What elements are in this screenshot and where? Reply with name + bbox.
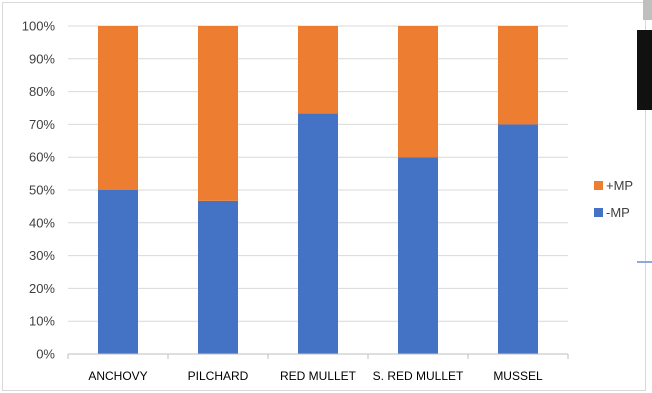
bar-segment	[398, 157, 438, 354]
edge-artifact-black-box	[637, 30, 652, 110]
x-axis	[67, 353, 569, 359]
bar-segment	[298, 26, 338, 114]
bar-segment	[198, 200, 238, 354]
y-tick-label: 10%	[29, 314, 55, 329]
x-category-label: ANCHOVY	[88, 369, 147, 383]
y-tick-label: 30%	[29, 248, 55, 263]
bar-segment	[98, 26, 138, 190]
y-tick-label: 100%	[22, 19, 56, 34]
y-tick-label: 50%	[29, 183, 55, 198]
bar-segment	[498, 124, 538, 355]
y-tick-label: 40%	[29, 215, 55, 230]
y-tick-label: 20%	[29, 281, 55, 296]
bar-segment	[98, 190, 138, 354]
bar-segment	[198, 26, 238, 201]
edge-artifact-top	[643, 0, 652, 20]
x-category-label: S. RED MULLET	[373, 369, 464, 383]
x-category-label: RED MULLET	[280, 369, 357, 383]
y-tick-label: 90%	[29, 51, 55, 66]
bar-segment	[498, 26, 538, 125]
bar-segment	[298, 113, 338, 355]
chart-frame	[2, 2, 646, 391]
bars	[98, 26, 538, 355]
legend-swatch	[594, 181, 603, 190]
y-tick-label: 70%	[29, 117, 55, 132]
legend-label: +MP	[606, 178, 633, 193]
legend: +MP -MP	[594, 178, 633, 220]
y-tick-label: 80%	[29, 84, 55, 99]
y-axis-tick-labels: 0% 10% 20% 30% 40% 50% 60% 70% 80% 90% 100%	[22, 19, 56, 362]
x-axis-category-labels: ANCHOVY PILCHARD RED MULLET S. RED MULLET MU…	[88, 369, 543, 383]
legend-swatch	[594, 208, 603, 217]
legend-label: -MP	[606, 205, 630, 220]
bar-segment	[398, 26, 438, 158]
y-tick-label: 60%	[29, 150, 55, 165]
y-tick-label: 0%	[36, 347, 55, 362]
x-category-label: PILCHARD	[188, 369, 249, 383]
x-category-label: MUSSEL	[493, 369, 543, 383]
